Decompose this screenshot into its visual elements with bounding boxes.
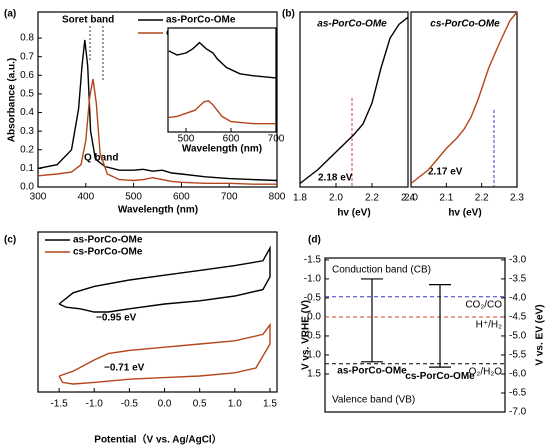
soret-bracket (89, 26, 104, 80)
y-tick-label: 0.2 (20, 144, 34, 155)
x-tick-label: 2.0 (404, 193, 418, 204)
panel-label: (b) (282, 9, 295, 20)
x-tick-label: 700 (268, 134, 285, 145)
annotation: −0.95 eV (96, 313, 137, 324)
y2-tick-label: -5.5 (509, 350, 527, 361)
y-tick-label: 0.5 (20, 89, 34, 100)
y2-tick-label: -7.0 (509, 407, 527, 418)
x-tick-label: 1.0 (228, 399, 242, 410)
x-tick-label: 800 (269, 192, 286, 203)
reference-label: O₂/H₂O (469, 366, 503, 377)
y-tick-label: 0.0 (20, 182, 34, 193)
plot-frame (410, 11, 518, 188)
series-line (299, 16, 409, 185)
y2-axis-label: V vs. EV (eV) (535, 304, 546, 365)
x-tick-label: 300 (30, 192, 47, 203)
subplot-title: cs-PorCo-OMe (430, 19, 500, 30)
y2-tick-label: -6.5 (509, 388, 527, 399)
panel-label: (d) (308, 235, 321, 246)
series-line (58, 322, 271, 385)
y-axis-label: Absorbance (a.u.) (7, 58, 18, 142)
x-tick-label: 0.0 (158, 399, 172, 410)
annotation: 2.17 eV (428, 167, 463, 178)
legend-label: as-PorCo-OMe (73, 235, 143, 246)
legend-label: cs-PorCo-OMe (73, 247, 143, 258)
y2-tick-label: -4.0 (509, 293, 527, 304)
series-line (37, 39, 278, 182)
y-axis-label: V vs. VRHE (V) (301, 300, 312, 370)
annotation: 2.18 eV (318, 173, 353, 184)
plot-frame (324, 257, 506, 413)
y2-tick-label: -5.0 (509, 331, 527, 342)
y-tick-label: -1.0 (304, 274, 322, 285)
y-tick-label: 0.1 (20, 163, 34, 174)
y-tick-label: 1.0 (307, 350, 321, 361)
x-tick-label: 2.3 (510, 193, 524, 204)
x-tick-label: 2.2 (365, 193, 379, 204)
series-line (168, 41, 277, 79)
x-axis-label: hv (eV) (448, 208, 481, 219)
x-tick-label: 600 (173, 192, 190, 203)
y-tick-label: 0.0 (307, 312, 321, 323)
annotation: −0.71 eV (104, 363, 145, 374)
y-tick-label: 0.7 (20, 51, 34, 62)
x-tick-label: 0.5 (193, 399, 207, 410)
y-tick-label: -0.5 (304, 293, 322, 304)
annotation: Soret band (62, 15, 114, 26)
y2-tick-label: -6.0 (509, 369, 527, 380)
x-tick-label: -1.5 (50, 399, 68, 410)
x-tick-label: 500 (125, 192, 142, 203)
x-tick-label: 700 (221, 192, 238, 203)
series-line (37, 78, 277, 185)
subplot-title: as-PorCo-OMe (317, 19, 387, 30)
y2-tick-label: -3.5 (509, 274, 527, 285)
x-tick-label: 400 (77, 192, 94, 203)
series-line (168, 100, 276, 125)
x-axis-label: Wavelength (nm) (182, 144, 262, 155)
panel-label: (a) (4, 9, 16, 20)
reference-label: H⁺/H₂ (476, 320, 503, 331)
x-tick-label: 2.1 (439, 193, 453, 204)
y-tick-label: 0.3 (20, 126, 34, 137)
category-label: as-PorCo-OMe (337, 365, 407, 376)
x-tick-label: 1.8 (293, 193, 307, 204)
plot-frame (37, 11, 278, 188)
legend-label: as-PorCo-OMe (166, 15, 236, 26)
x-tick-label: 2.2 (475, 193, 489, 204)
annotation: Conduction band (CB) (332, 265, 431, 276)
x-tick-label: 2.4 (401, 193, 415, 204)
series-line (58, 245, 271, 313)
y2-tick-label: -3.0 (509, 255, 527, 266)
y-tick-label: 1.5 (307, 369, 321, 380)
y-tick-label: 0.8 (20, 33, 34, 44)
y-tick-label: 0.6 (20, 70, 34, 81)
annotation: Valence band (VB) (332, 395, 415, 406)
x-axis-label: hv (eV) (337, 208, 370, 219)
x-axis-label: Potential（V vs. Ag/AgCl） (94, 433, 221, 446)
plot-frame (167, 27, 277, 133)
y-tick-label: -1.5 (304, 255, 322, 266)
x-tick-label: 2.0 (329, 193, 343, 204)
plot-frame (299, 11, 409, 188)
x-tick-label: -0.5 (121, 399, 139, 410)
panel-label: (c) (4, 235, 16, 246)
reference-label: CO₂/CO (465, 299, 502, 310)
category-label: cs-PorCo-OMe (405, 371, 475, 382)
x-tick-label: 1.5 (263, 399, 277, 410)
x-tick-label: -1.0 (86, 399, 104, 410)
plot-frame (37, 231, 278, 393)
x-tick-label: 600 (223, 134, 240, 145)
x-axis-label: Wavelength (nm) (118, 205, 198, 216)
x-tick-label: 500 (178, 134, 195, 145)
y-tick-label: 0.5 (307, 331, 321, 342)
y2-tick-label: -4.5 (509, 312, 527, 323)
y-tick-label: 0.4 (20, 107, 34, 118)
series-line (410, 11, 518, 185)
